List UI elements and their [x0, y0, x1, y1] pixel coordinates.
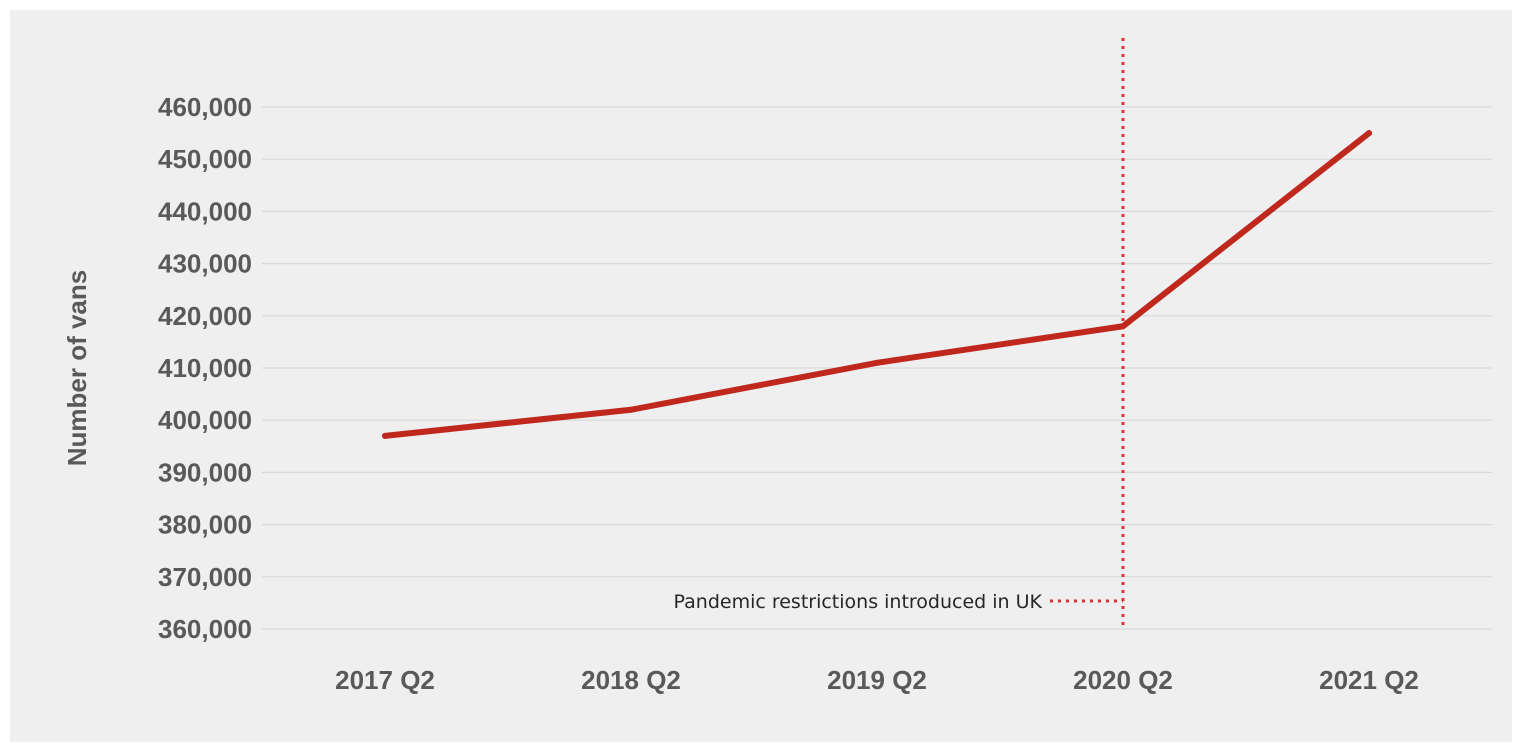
y-tick-label: 380,000 — [158, 510, 252, 540]
series-line — [382, 130, 1372, 439]
x-axis-ticks: 2017 Q2 2018 Q2 2019 Q2 2020 Q2 2021 Q2 — [335, 665, 1419, 695]
y-tick-label: 420,000 — [158, 301, 252, 331]
y-tick-label: 390,000 — [158, 457, 252, 487]
data-point — [382, 432, 388, 439]
series — [382, 130, 1372, 439]
annotation: Pandemic restrictions introduced in UK — [674, 38, 1125, 627]
data-point — [1366, 130, 1372, 137]
data-point — [1120, 323, 1126, 330]
y-tick-label: 370,000 — [158, 562, 252, 592]
y-tick-label: 440,000 — [158, 196, 252, 226]
gridlines — [262, 106, 1492, 630]
x-tick-label: 2017 Q2 — [335, 665, 435, 695]
y-tick-label: 410,000 — [158, 353, 252, 383]
x-tick-label: 2021 Q2 — [1319, 665, 1419, 695]
y-tick-label: 460,000 — [158, 92, 252, 122]
x-tick-label: 2019 Q2 — [827, 665, 927, 695]
annotation-label: Pandemic restrictions introduced in UK — [674, 591, 1043, 613]
y-tick-label: 360,000 — [158, 614, 252, 644]
chart-area — [10, 10, 1512, 742]
y-axis-ticks: 360,000 370,000 380,000 390,000 400,000 410,0… — [158, 92, 252, 644]
y-tick-label: 400,000 — [158, 405, 252, 435]
y-tick-label: 430,000 — [158, 249, 252, 279]
data-point — [628, 406, 634, 413]
x-tick-label: 2018 Q2 — [581, 665, 681, 695]
y-tick-label: 450,000 — [158, 144, 252, 174]
data-point — [874, 359, 880, 366]
x-tick-label: 2020 Q2 — [1073, 665, 1173, 695]
y-axis-title: Number of vans — [62, 270, 92, 467]
